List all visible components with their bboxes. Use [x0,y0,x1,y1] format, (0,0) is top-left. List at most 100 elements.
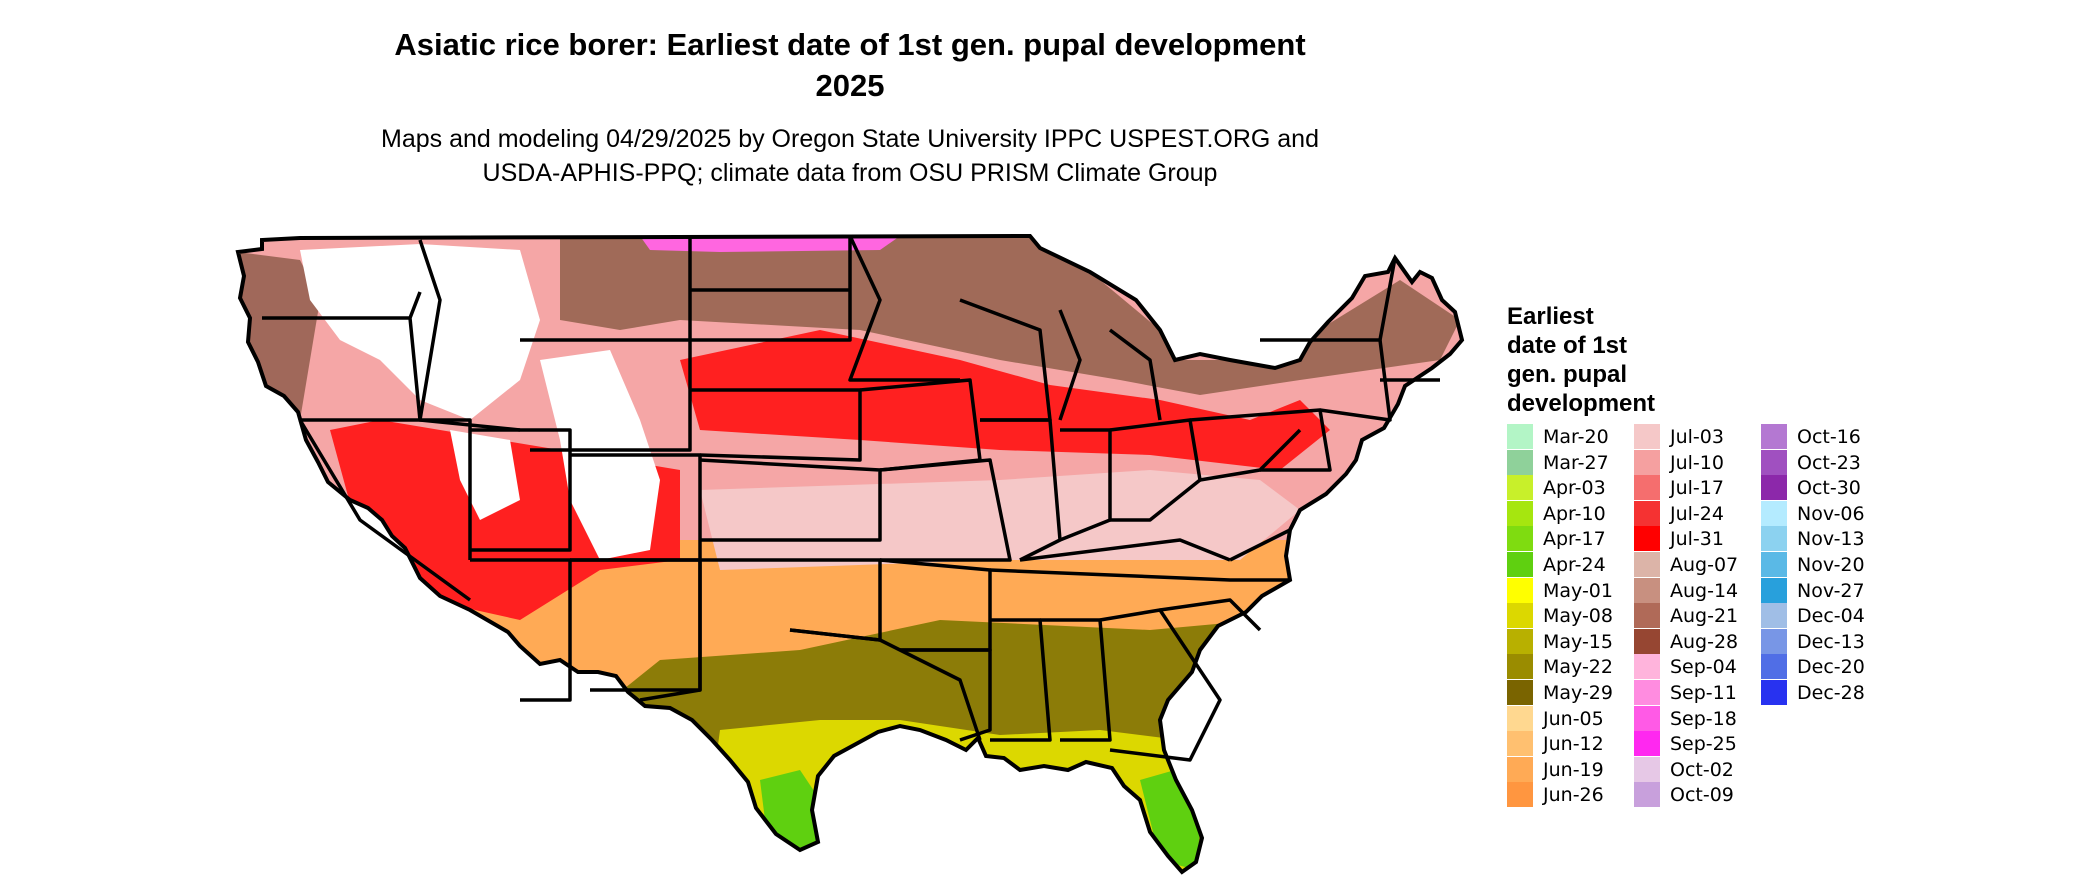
legend-label: Apr-10 [1543,502,1606,525]
border-ky-tn [1019,538,1231,562]
legend-swatch [1634,603,1660,629]
border-alabama [1040,618,1112,742]
border-new-england [1378,257,1440,382]
us-map-svg [236,234,1464,874]
legend-label: Jun-05 [1543,707,1604,730]
legend-label: Jul-10 [1670,451,1724,474]
legend-label: Mar-27 [1543,451,1609,474]
border-ca-nv [298,418,472,602]
map-subtitle: Maps and modeling 04/29/2025 by Oregon S… [300,122,1400,190]
legend-label: Jul-31 [1670,528,1724,551]
subtitle-line-2: USDA-APHIS-PPQ; climate data from OSU PR… [482,159,1218,187]
legend-swatch [1634,424,1660,449]
border-michigan [1058,309,1162,421]
legend-label: May-22 [1543,656,1613,679]
legend-swatch [1761,475,1787,501]
legend-label: Nov-20 [1797,553,1865,576]
region-sonoran-yellow [410,620,520,700]
legend-swatch [1761,577,1787,603]
region-north-pink-fringe [640,236,900,252]
legend-label: Jul-03 [1670,426,1724,448]
state-borders [262,235,1440,762]
border-carolinas [1159,598,1262,632]
legend-label: Oct-02 [1670,758,1734,781]
legend-title-line: Earliest [1507,303,1594,330]
border-louisiana [900,648,992,742]
legend-swatch [1507,782,1533,808]
legend-title-line: development [1507,390,1656,417]
region-mountain-white-north [300,244,540,420]
legend-swatch [1634,577,1660,603]
us-map [230,220,1480,880]
legend-swatch [1634,628,1660,654]
legend-swatch [1634,679,1660,705]
legend-label: Dec-13 [1797,630,1865,653]
legend-label: Dec-20 [1797,656,1865,679]
legend-swatch [1507,449,1533,475]
legend-swatch [1761,551,1787,577]
legend-swatch [1634,551,1660,577]
map-title: Asiatic rice borer: Earliest date of 1st… [300,24,1400,106]
legend-swatch [1507,577,1533,603]
legend-label: Jun-26 [1543,784,1604,807]
border-nebraska [690,388,862,462]
legend-label: Oct-16 [1797,426,1861,448]
legend-swatch [1761,449,1787,475]
legend-label: Apr-03 [1543,477,1606,500]
map-fill-regions [238,236,1462,872]
legend-swatch [1634,731,1660,757]
legend-label: May-08 [1543,605,1613,628]
legend-label: Nov-06 [1797,502,1865,525]
border-utah [470,428,572,552]
legend-label: Aug-07 [1670,553,1739,576]
border-georgia [1099,608,1222,762]
region-plains-red [680,330,1330,470]
legend-label: Oct-30 [1797,477,1861,500]
legend-label: Dec-28 [1797,681,1865,704]
legend-swatch [1761,628,1787,654]
border-kansas [699,458,882,542]
legend-swatch [1507,654,1533,680]
legend-swatch [1761,500,1787,526]
legend-swatch [1634,500,1660,526]
legend-swatch [1634,475,1660,501]
legend-label: Mar-20 [1543,426,1609,448]
border-indiana [1059,428,1112,542]
legend-swatch [1634,705,1660,731]
legend-label: Jul-17 [1670,477,1724,500]
legend-label: Oct-09 [1670,784,1734,807]
border-pennsylvania [1189,408,1332,472]
legend-swatch [1761,526,1787,552]
legend-swatch [1507,731,1533,757]
legend-label: Nov-13 [1797,528,1865,551]
legend-label: May-01 [1543,579,1613,602]
legend-label: Apr-24 [1543,553,1606,576]
border-wyoming [520,338,692,452]
legend-label: Dec-04 [1797,605,1865,628]
legend-swatch [1507,679,1533,705]
legend-label: Apr-17 [1543,528,1606,551]
border-missouri [879,458,1012,562]
legend-label: Jun-19 [1543,758,1604,781]
border-mississippi [990,618,1052,742]
legend-swatch [1507,705,1533,731]
title-line-2: 2025 [815,68,885,103]
legend-label: May-15 [1543,630,1613,653]
legend-swatch [1507,526,1533,552]
legend-swatch [1634,756,1660,782]
legend-swatch [1507,756,1533,782]
border-illinois [980,418,1062,562]
title-line-1: Asiatic rice borer: Earliest date of 1st… [394,27,1306,62]
region-mountain-white-utah [450,430,520,520]
legend-label: Nov-27 [1797,579,1865,602]
legend-title-line: date of 1st [1507,332,1628,359]
border-dakotas [688,236,852,342]
legend-swatch [1634,526,1660,552]
legend-label: Sep-25 [1670,733,1737,756]
border-texas [639,560,982,741]
legend-title: Earliest date of 1st gen. pupal developm… [1507,302,1767,418]
legend-label: Sep-18 [1670,707,1737,730]
legend-swatch [1761,679,1787,705]
legend-title-line: gen. pupal [1507,361,1627,388]
legend-label: Sep-04 [1670,656,1737,679]
